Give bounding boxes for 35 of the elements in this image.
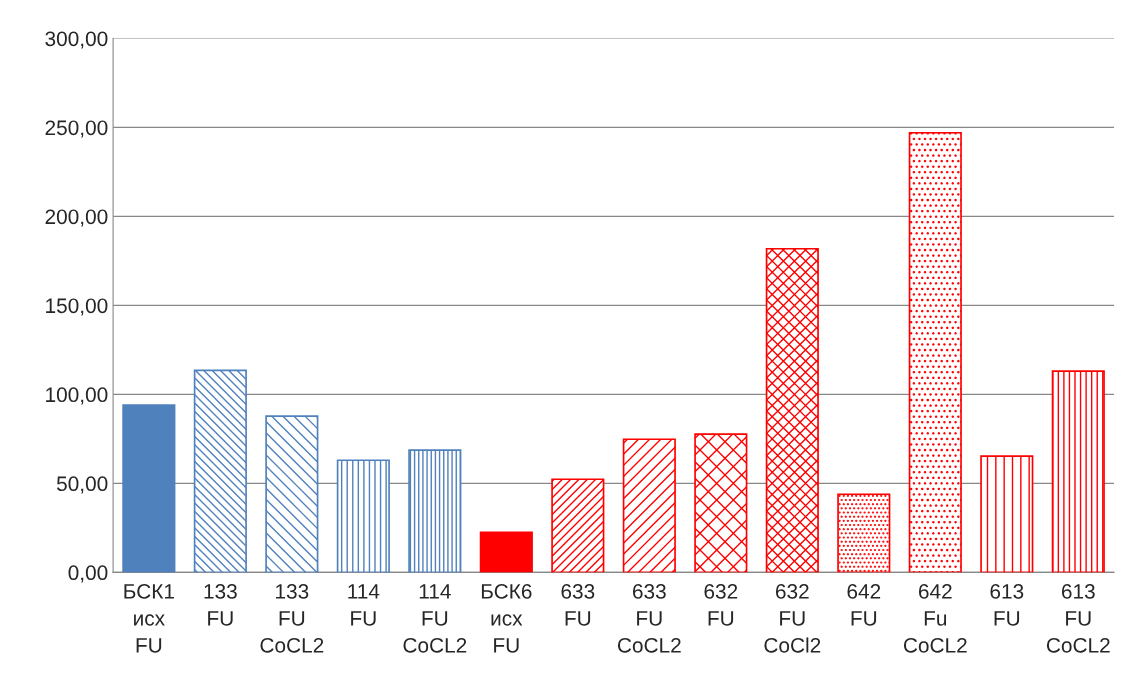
x-tick-label: 633 FU CoCL2 bbox=[617, 584, 681, 653]
bar bbox=[837, 493, 891, 573]
bar bbox=[479, 531, 533, 573]
x-tick-label: 133 FU CoCL2 bbox=[260, 584, 324, 653]
bar bbox=[908, 131, 962, 573]
bar bbox=[193, 369, 247, 573]
bar bbox=[551, 478, 605, 573]
x-tick-label: БСК1 исх FU bbox=[124, 584, 174, 653]
bar bbox=[622, 438, 676, 573]
y-tick-label: 200,00 bbox=[45, 209, 108, 227]
x-tick-label: 114 FU bbox=[348, 584, 380, 626]
y-tick-label: 0,00 bbox=[68, 565, 108, 583]
bar bbox=[265, 415, 319, 573]
x-tick-label: 133 FU bbox=[204, 584, 237, 626]
y-tick-label: 50,00 bbox=[56, 476, 108, 494]
y-tick-label: 300,00 bbox=[45, 31, 108, 49]
y-tick-label: 150,00 bbox=[46, 298, 108, 316]
x-tick-label: 632 FU bbox=[704, 584, 738, 626]
y-tick-label: 100,00 bbox=[46, 387, 108, 405]
x-tick-label: 613 FU CoCL2 bbox=[1046, 584, 1110, 653]
bar bbox=[408, 449, 462, 573]
bar bbox=[694, 433, 748, 573]
bar bbox=[336, 459, 390, 573]
bar bbox=[122, 404, 176, 573]
x-tick-label: 633 FU bbox=[561, 584, 595, 626]
bar bbox=[765, 247, 819, 573]
x-tick-label: БСК6 исх FU bbox=[481, 584, 532, 653]
x-tick-label: 114 FU CoCL2 bbox=[403, 584, 467, 653]
x-tick-label: 642 Fu CoCL2 bbox=[903, 584, 967, 653]
bar bbox=[980, 455, 1034, 573]
x-tick-label: 613 FU bbox=[990, 584, 1024, 626]
bar bbox=[1051, 370, 1105, 573]
x-tick-label: 642 FU bbox=[847, 584, 881, 626]
x-tick-label: 632 FU CoCl2 bbox=[764, 584, 821, 653]
y-tick-label: 250,00 bbox=[45, 120, 108, 138]
